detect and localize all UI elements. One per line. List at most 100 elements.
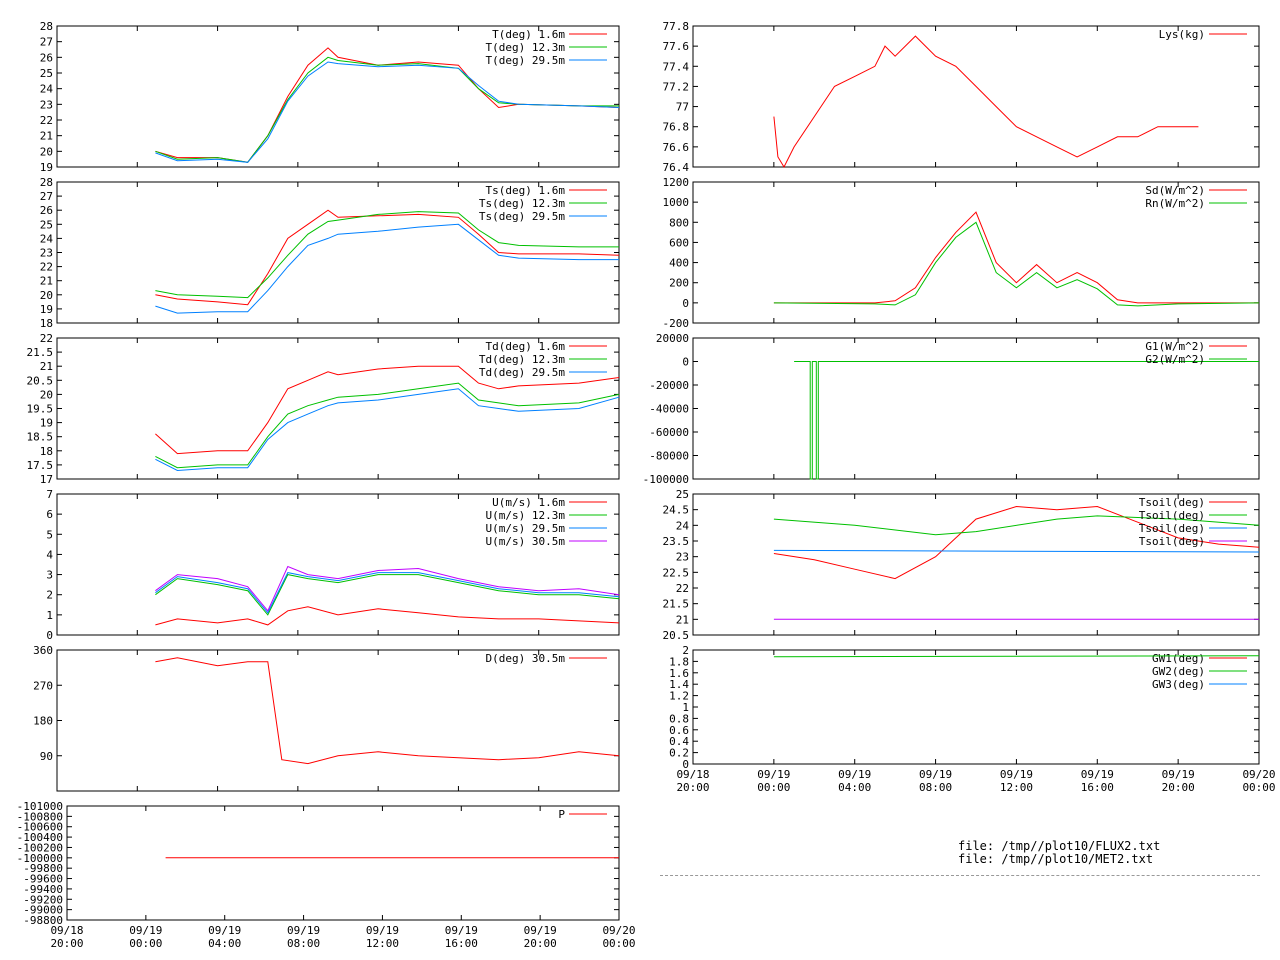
series-line-0 xyxy=(773,35,1199,169)
y-tick-label: 0 xyxy=(46,629,53,642)
y-tick-label: 19 xyxy=(40,417,53,430)
y-tick-label: 26 xyxy=(40,204,53,217)
y-tick-label: 3 xyxy=(46,569,53,582)
y-tick-label: 28 xyxy=(40,176,53,189)
plot-frame xyxy=(56,649,620,792)
legend-label: GW1(deg) xyxy=(1152,652,1205,665)
chart-panel-9: 20.5 21 21.5 22 22.5 23 23.5 24 24.5 25 Tsoil(deg)… xyxy=(663,488,1260,642)
y-tick-label: 0.4 xyxy=(669,735,689,748)
y-tick-label: 0.2 xyxy=(669,747,689,760)
plot-frame xyxy=(66,805,620,921)
y-tick-label: 24.5 xyxy=(663,504,690,517)
y-tick-label: 0 xyxy=(682,758,689,771)
legend-label: U(m/s) 30.5m xyxy=(486,535,566,548)
y-tick-label: 25 xyxy=(676,488,689,501)
chart-panel-8: -100000 -80000 -60000 -40000 -20000 0 20000 G1(… xyxy=(643,332,1260,486)
y-tick-label: -100000 xyxy=(643,473,689,486)
plot-frame xyxy=(56,25,620,168)
chart-panel-10: 00.20.40.60.811.21.41.61.82 09/18 20:00 09/… xyxy=(669,644,1275,794)
legend-label: Rn(W/m^2) xyxy=(1145,197,1205,210)
y-tick-label: 24 xyxy=(40,232,54,245)
y-tick-label: 21 xyxy=(40,360,53,373)
x-tick-label: 09/19 12:00 xyxy=(366,924,399,950)
y-tick-label: 22 xyxy=(40,261,53,274)
y-tick-label: -99200 xyxy=(23,893,63,906)
y-tick-label: 600 xyxy=(669,236,689,249)
y-tick-label: 22.5 xyxy=(663,566,690,579)
plot-frame xyxy=(692,25,1260,168)
y-tick-label: 21 xyxy=(676,613,689,626)
series-line-1 xyxy=(773,221,1260,307)
y-tick-label: 20 xyxy=(40,145,53,158)
legend-label: G1(W/m^2) xyxy=(1145,340,1205,353)
series-line-1 xyxy=(773,515,1260,536)
y-tick-label: 17 xyxy=(40,473,53,486)
chart-panel-3: 0 1 2 3 4 5 6 7 U(m/s) 1.6mU(m/s) 12.3mU(m/s) 29… xyxy=(46,488,620,642)
y-tick-label: 20 xyxy=(40,388,53,401)
plot-frame xyxy=(692,181,1260,324)
y-tick-label: 20 xyxy=(40,289,53,302)
x-tick-label: 09/19 16:00 xyxy=(1081,768,1114,794)
series-line-3 xyxy=(155,565,620,612)
y-tick-label: -100200 xyxy=(17,841,63,854)
series-line-1 xyxy=(155,211,619,299)
legend-label: G2(W/m^2) xyxy=(1145,353,1205,366)
y-tick-label: 20000 xyxy=(656,332,689,345)
y-tick-label: -98800 xyxy=(23,914,63,927)
y-tick-label: -99400 xyxy=(23,883,63,896)
x-tick-label: 09/19 08:00 xyxy=(287,924,320,950)
y-tick-label: 0.6 xyxy=(669,724,689,737)
y-tick-label: 1 xyxy=(682,701,689,714)
y-tick-label: 1.6 xyxy=(669,667,689,680)
legend-label: GW2(deg) xyxy=(1152,665,1205,678)
x-tick-label: 09/19 20:00 xyxy=(1162,768,1195,794)
y-tick-label: 76.4 xyxy=(663,161,690,174)
y-tick-label: 20.5 xyxy=(27,374,54,387)
legend-label: Tsoil(deg) xyxy=(1139,535,1205,548)
chart-panel-4: 90 180 270 360 D(deg) 30.5m xyxy=(33,644,620,792)
chart-panel-6: 76.4 76.6 76.8 77 77.2 77.4 77.6 77.8 Lys(kg) xyxy=(663,20,1260,174)
file-note-flux: file: /tmp//plot10/FLUX2.txt xyxy=(958,839,1161,853)
legend-label: D(deg) 30.5m xyxy=(486,652,566,665)
y-tick-label: 23.5 xyxy=(663,535,690,548)
y-tick-label: 24 xyxy=(40,83,54,96)
y-tick-label: -100800 xyxy=(17,810,63,823)
x-tick-label: 09/19 20:00 xyxy=(524,924,557,950)
legend-label: Ts(deg) 12.3m xyxy=(479,197,565,210)
y-tick-label: -99600 xyxy=(23,873,63,886)
y-tick-label: 26 xyxy=(40,51,53,64)
x-tick-label: 09/19 04:00 xyxy=(838,768,871,794)
x-tick-label: 09/18 20:00 xyxy=(50,924,83,950)
y-tick-label: 0 xyxy=(682,297,689,310)
y-tick-label: 5 xyxy=(46,528,53,541)
y-tick-label: 22 xyxy=(40,114,53,127)
y-tick-label: 21.5 xyxy=(27,346,54,359)
y-tick-label: 17.5 xyxy=(27,459,54,472)
series-line-2 xyxy=(773,549,1260,553)
series-line-1 xyxy=(794,361,1259,480)
y-tick-label: 90 xyxy=(40,750,53,763)
y-tick-label: 27 xyxy=(40,36,53,49)
y-tick-label: 19 xyxy=(40,161,53,174)
legend-label: Tsoil(deg) xyxy=(1139,522,1205,535)
y-tick-label: 21 xyxy=(40,275,53,288)
x-tick-label: 09/19 08:00 xyxy=(919,768,952,794)
legend-label: U(m/s) 1.6m xyxy=(492,496,565,509)
y-tick-label: 22 xyxy=(40,332,53,345)
y-tick-label: 7 xyxy=(46,488,53,501)
y-tick-label: 1200 xyxy=(663,176,690,189)
x-tick-label: 09/18 20:00 xyxy=(676,768,709,794)
y-tick-label: 0.8 xyxy=(669,712,689,725)
series-line-0 xyxy=(155,365,620,455)
series-line-2 xyxy=(155,572,620,614)
y-tick-label: -80000 xyxy=(649,450,689,463)
y-tick-label: -100400 xyxy=(17,831,63,844)
series-line-0 xyxy=(773,211,1259,304)
legend-label: Ts(deg) 1.6m xyxy=(486,184,566,197)
y-tick-label: 19.5 xyxy=(27,403,54,416)
separator-line xyxy=(660,875,1260,876)
y-tick-label: -200 xyxy=(663,317,690,330)
y-tick-label: -20000 xyxy=(649,379,689,392)
x-tick-label: 09/19 00:00 xyxy=(757,768,790,794)
y-tick-label: -40000 xyxy=(649,403,689,416)
